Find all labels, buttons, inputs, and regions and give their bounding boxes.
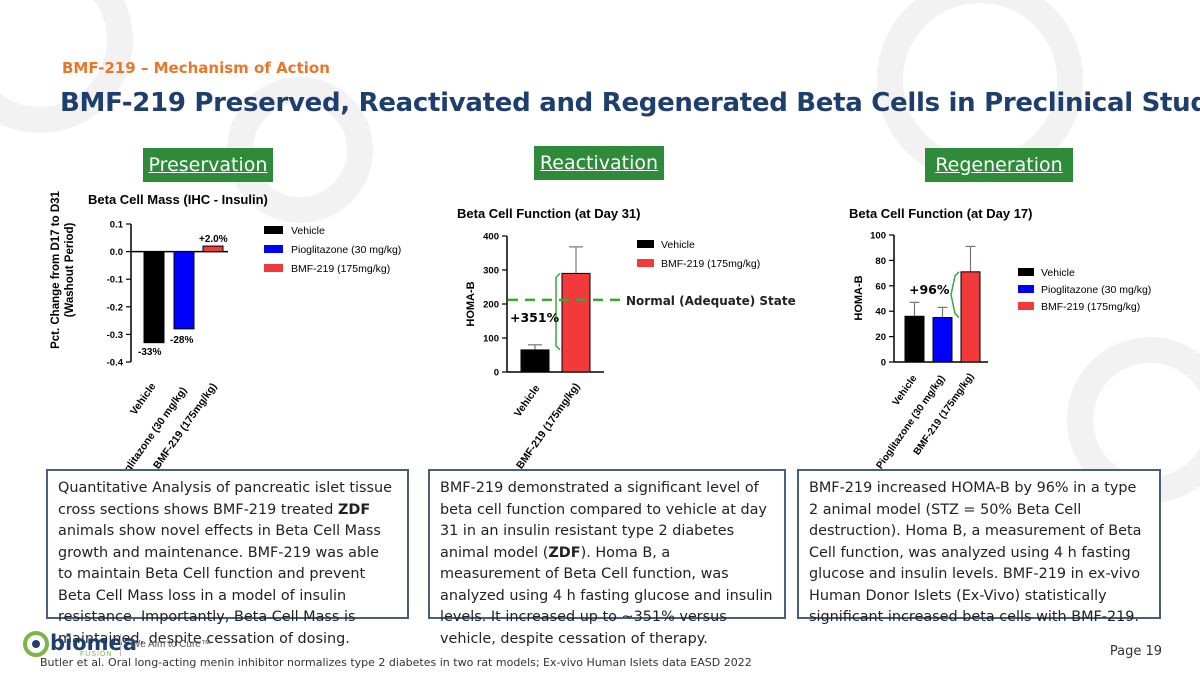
c1-data-label: +2.0% [199, 234, 228, 245]
c3-ytick-label: 40 [875, 307, 886, 318]
c1-ylabel-line2: (Washout Period) [64, 222, 76, 317]
c2-ylabel: HOMA-B [465, 281, 477, 326]
c3-ytick-label: 20 [875, 332, 886, 343]
c3-bracket [950, 271, 960, 319]
c2-title: Beta Cell Function (at Day 31) [457, 206, 640, 221]
c3-title: Beta Cell Function (at Day 17) [849, 206, 1032, 221]
c3-legend-label: Pioglitazone (30 mg/kg) [1041, 284, 1151, 296]
logo-wordmark: biomea [50, 631, 137, 655]
page-number: Page 19 [1109, 644, 1162, 659]
c2-ytick-label: 200 [483, 300, 499, 311]
c1-data-label: -28% [170, 335, 193, 346]
tagline: We Aim to Cure™ [131, 639, 211, 650]
c1-legend-swatch [264, 264, 283, 272]
box2-text-b: ). Homa B, a measurement of Beta Cell fu… [440, 544, 773, 647]
c2-legend-swatch [637, 259, 654, 267]
c1-ytick-label: -0.4 [107, 358, 124, 369]
c2-legend-label: Vehicle [661, 239, 695, 251]
c3-ytick-label: 0 [881, 358, 886, 369]
box1-text-a: Quantitative Analysis of pancreatic isle… [58, 480, 392, 518]
box2-text-a: BMF-219 demonstrated a significant level… [440, 480, 767, 561]
c3-bar [904, 315, 925, 363]
c1-legend-swatch [264, 226, 283, 234]
c2-ytick-label: 100 [483, 334, 499, 345]
c1-title: Beta Cell Mass (IHC - Insulin) [88, 192, 268, 207]
c2-reference-label: Normal (Adequate) State [626, 294, 796, 308]
c1-bar [202, 245, 224, 253]
c2-legend-swatch [637, 240, 654, 248]
text-box-regeneration: BMF-219 increased HOMA-B by 96% in a typ… [797, 469, 1161, 625]
section-supertitle: BMF-219 – Mechanism of Action [62, 59, 330, 77]
c3-legend-label: BMF-219 (175mg/kg) [1041, 301, 1140, 313]
c3-legend-swatch [1018, 285, 1034, 293]
c2-xtick-label: Vehicle [512, 383, 543, 420]
c1-ytick-label: -0.2 [107, 302, 123, 313]
c1-ytick-label: 0.0 [110, 247, 123, 258]
c1-bar [173, 251, 195, 330]
logo-subtext: FUSION [80, 651, 113, 658]
c3-annotation: +96% [909, 282, 950, 297]
c3-legend-swatch [1018, 268, 1034, 276]
c1-data-label: -33% [138, 347, 161, 358]
c3-legend-swatch [1018, 302, 1034, 310]
c1-legend-label: Vehicle [291, 225, 325, 237]
c1-legend-label: Pioglitazone (30 mg/kg) [291, 244, 401, 256]
c2-bar [561, 272, 591, 373]
c3-ylabel: HOMA-B [853, 275, 865, 320]
box3-text: BMF-219 increased HOMA-B by 96% in a typ… [809, 480, 1142, 625]
box2-zdf: ZDF [548, 544, 581, 561]
tag-regeneration: Regeneration [925, 148, 1073, 182]
tag-reactivation: Reactivation [534, 146, 664, 180]
c3-ytick-label: 100 [870, 231, 886, 242]
c1-ytick-label: -0.1 [107, 275, 124, 286]
text-box-reactivation: BMF-219 demonstrated a significant level… [428, 469, 786, 647]
tag-preservation: Preservation [143, 148, 273, 182]
box1-text-b: animals show novel effects in Beta Cell … [58, 523, 381, 647]
page-title: BMF-219 Preserved, Reactivated and Regen… [60, 88, 1200, 118]
c2-annotation: +351% [510, 310, 560, 325]
c1-legend-label: BMF-219 (175mg/kg) [291, 263, 390, 275]
c2-legend-label: BMF-219 (175mg/kg) [661, 258, 760, 270]
box1-zdf: ZDF [337, 501, 371, 518]
c1-ylabel: Pct. Change from D17 to D31 (Washout Peri… [50, 190, 76, 348]
c2-bar [520, 349, 550, 373]
c2-ytick-label: 0 [494, 368, 499, 379]
citation: Butler et al. Oral long-acting menin inh… [40, 656, 752, 669]
c3-ytick-label: 60 [875, 281, 886, 292]
biomea-logo-icon [23, 631, 49, 657]
c1-bar [143, 251, 165, 344]
c1-xtick-label: Vehicle [128, 381, 159, 418]
text-box-preservation: Quantitative Analysis of pancreatic isle… [46, 469, 409, 647]
c3-bar [932, 317, 953, 363]
c3-bar [960, 271, 981, 363]
c1-legend-swatch [264, 245, 283, 253]
c3-legend-label: Vehicle [1041, 267, 1075, 279]
c3-xtick-label: Vehicle [891, 373, 920, 408]
charts-canvas: 0.1 0.0 -0.1 -0.2 -0.3 -0.4 Beta Cell Mass (IH… [50, 190, 1151, 470]
c3-ytick-label: 80 [875, 256, 886, 267]
c1-ytick-label: -0.3 [107, 330, 123, 341]
c1-ytick-label: 0.1 [110, 220, 124, 231]
c1-ylabel-line1: Pct. Change from D17 to D31 [50, 190, 62, 348]
c2-bracket [555, 272, 561, 351]
c2-ytick-label: 300 [483, 266, 499, 277]
c2-ytick-label: 400 [483, 232, 499, 243]
logo-divider [120, 634, 121, 656]
